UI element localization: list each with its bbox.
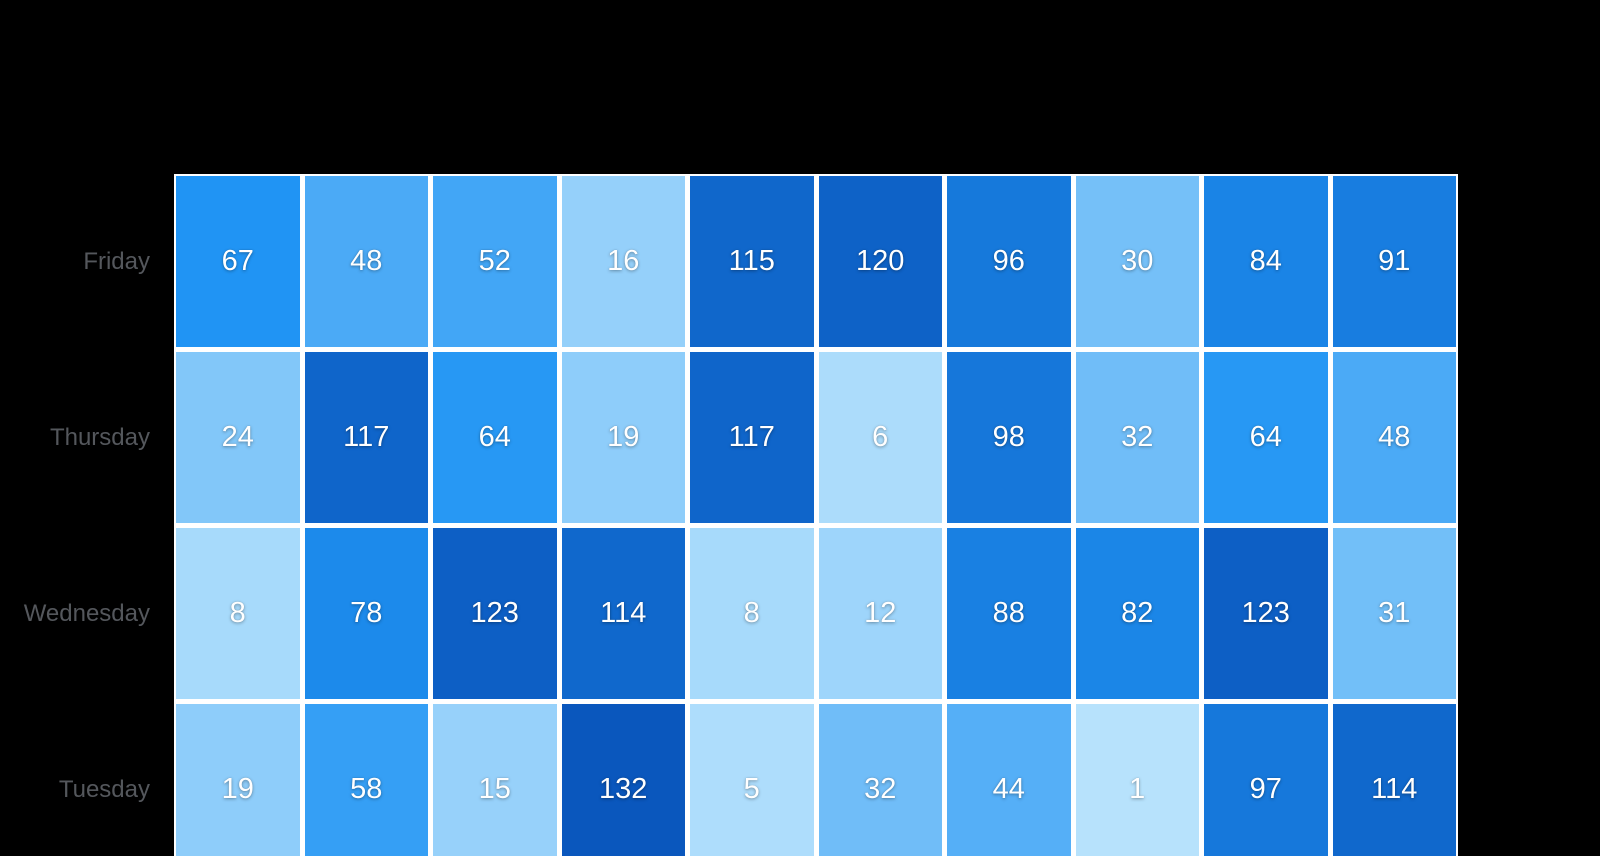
heatmap-cell[interactable]: 15 xyxy=(433,704,557,856)
heatmap-grid: 67 48 52 16 115 120 96 30 84 91 24 117 64 19 117 6 98 32 6… xyxy=(174,174,1458,856)
heatmap-cell[interactable]: 120 xyxy=(818,176,942,347)
heatmap-cell[interactable]: 32 xyxy=(1075,352,1199,523)
heatmap-cell[interactable]: 1 xyxy=(1075,704,1199,856)
heatmap-cell[interactable]: 114 xyxy=(1332,704,1456,856)
y-axis-label-friday: Friday xyxy=(83,247,150,275)
heatmap-cell[interactable]: 58 xyxy=(304,704,428,856)
heatmap-cell[interactable]: 82 xyxy=(1075,528,1199,699)
heatmap-cell[interactable]: 98 xyxy=(947,352,1071,523)
heatmap-cell[interactable]: 67 xyxy=(176,176,300,347)
heatmap-cell[interactable]: 44 xyxy=(947,704,1071,856)
heatmap-cell[interactable]: 123 xyxy=(433,528,557,699)
heatmap-cell[interactable]: 84 xyxy=(1204,176,1328,347)
heatmap-cell[interactable]: 8 xyxy=(690,528,814,699)
heatmap-cell[interactable]: 78 xyxy=(304,528,428,699)
heatmap-cell[interactable]: 8 xyxy=(176,528,300,699)
heatmap-cell[interactable]: 91 xyxy=(1332,176,1456,347)
heatmap-cell[interactable]: 48 xyxy=(1332,352,1456,523)
heatmap-cell[interactable]: 97 xyxy=(1204,704,1328,856)
y-axis-label-thursday: Thursday xyxy=(49,423,150,451)
heatmap-cell[interactable]: 114 xyxy=(561,528,685,699)
heatmap-cell[interactable]: 88 xyxy=(947,528,1071,699)
heatmap-cell[interactable]: 32 xyxy=(818,704,942,856)
heatmap-cell[interactable]: 115 xyxy=(690,176,814,347)
heatmap-cell[interactable]: 96 xyxy=(947,176,1071,347)
heatmap-cell[interactable]: 64 xyxy=(433,352,557,523)
y-axis-label-wednesday: Wednesday xyxy=(23,599,150,627)
heatmap-cell[interactable]: 31 xyxy=(1332,528,1456,699)
heatmap-cell[interactable]: 64 xyxy=(1204,352,1328,523)
y-axis-label-tuesday: Tuesday xyxy=(58,775,150,803)
heatmap-cell[interactable]: 48 xyxy=(304,176,428,347)
heatmap-cell[interactable]: 123 xyxy=(1204,528,1328,699)
heatmap-cell[interactable]: 117 xyxy=(690,352,814,523)
heatmap-cell[interactable]: 6 xyxy=(818,352,942,523)
heatmap-cell[interactable]: 30 xyxy=(1075,176,1199,347)
heatmap-cell[interactable]: 52 xyxy=(433,176,557,347)
y-axis-labels: Friday Thursday Wednesday Tuesday xyxy=(0,0,150,856)
heatmap-cell[interactable]: 19 xyxy=(176,704,300,856)
heatmap-cell[interactable]: 24 xyxy=(176,352,300,523)
heatmap-cell[interactable]: 12 xyxy=(818,528,942,699)
heatmap-cell[interactable]: 5 xyxy=(690,704,814,856)
heatmap-cell[interactable]: 19 xyxy=(561,352,685,523)
heatmap-cell[interactable]: 16 xyxy=(561,176,685,347)
heatmap-cell[interactable]: 117 xyxy=(304,352,428,523)
heatmap-cell[interactable]: 132 xyxy=(561,704,685,856)
